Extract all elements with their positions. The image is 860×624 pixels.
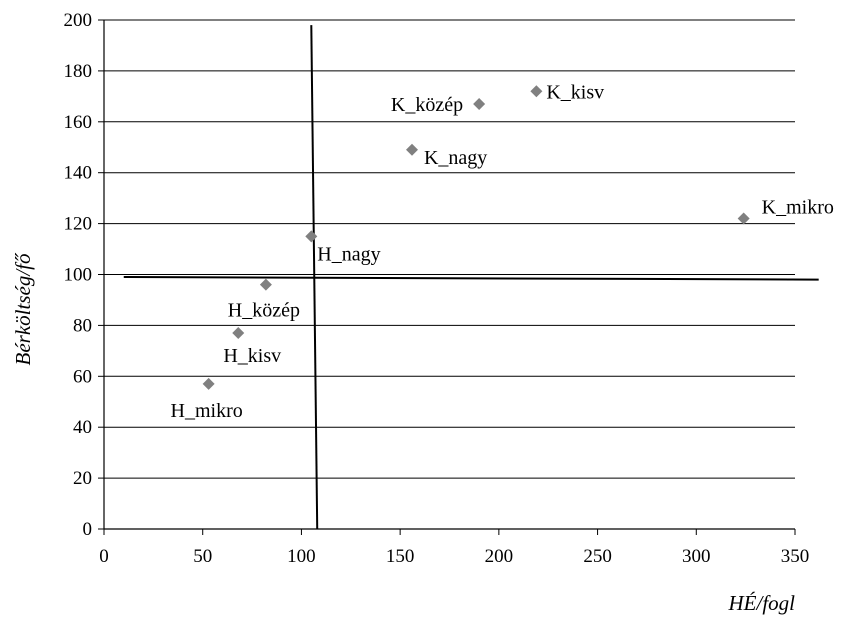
- y-tick-label-60: 60: [73, 366, 92, 387]
- x-tick-label-250: 250: [583, 546, 612, 567]
- horizontal-reference-line: [123, 276, 819, 281]
- x-tick-label-200: 200: [485, 546, 514, 567]
- data-point-k-nagy: [405, 143, 418, 156]
- y-tick-label-120: 120: [64, 214, 93, 235]
- data-point-k-mikro: [737, 212, 750, 225]
- x-axis-tick-labels: 0 50 100 150 200 250 300 350: [99, 529, 809, 567]
- x-tick-label-150: 150: [386, 546, 415, 567]
- x-tick-label-100: 100: [287, 546, 316, 567]
- data-point-k-kisv: [530, 85, 543, 98]
- y-tick-label-160: 160: [64, 112, 93, 133]
- x-tick-label-300: 300: [682, 546, 711, 567]
- y-tick-label-20: 20: [73, 468, 92, 489]
- data-points: [202, 85, 750, 390]
- x-tick-label-350: 350: [781, 546, 810, 567]
- y-axis-tick-labels: 0 20 40 60 80 100 120 140 160 180 200: [64, 10, 104, 540]
- x-axis-title: HÉ/fogl: [728, 591, 796, 615]
- y-tick-label-140: 140: [64, 163, 93, 184]
- gridlines: [104, 19, 795, 479]
- x-tick-label-0: 0: [99, 546, 109, 567]
- y-tick-label-40: 40: [73, 417, 92, 438]
- data-point-h-mikro: [202, 377, 215, 390]
- data-label-k-nagy: K_nagy: [424, 147, 487, 169]
- data-label-k-kisv: K_kisv: [546, 81, 604, 103]
- y-tick-label-0: 0: [83, 519, 93, 540]
- data-point-h-k-z-p: [259, 278, 272, 291]
- data-label-h-nagy: H_nagy: [317, 243, 380, 265]
- data-point-k-k-z-p: [473, 97, 486, 110]
- y-tick-label-180: 180: [64, 61, 93, 82]
- data-point-h-kisv: [232, 327, 245, 340]
- reference-lines: [123, 25, 819, 530]
- y-axis-title: Bérköltség/fő: [11, 252, 35, 365]
- data-point-h-nagy: [305, 230, 318, 243]
- data-label-k-mikro: K_mikro: [762, 197, 834, 219]
- data-label-k-k-z-p: K_közép: [391, 94, 463, 116]
- data-point-labels: K_kisv K_közép K_nagy K_mikro H_nagy H_közép H…: [171, 81, 834, 422]
- data-label-h-mikro: H_mikro: [171, 400, 243, 422]
- x-tick-label-50: 50: [193, 546, 212, 567]
- y-tick-label-80: 80: [73, 315, 92, 336]
- data-label-h-k-z-p: H_közép: [228, 300, 300, 322]
- y-tick-label-200: 200: [64, 10, 93, 31]
- y-tick-label-100: 100: [64, 265, 93, 286]
- data-label-h-kisv: H_kisv: [223, 345, 281, 367]
